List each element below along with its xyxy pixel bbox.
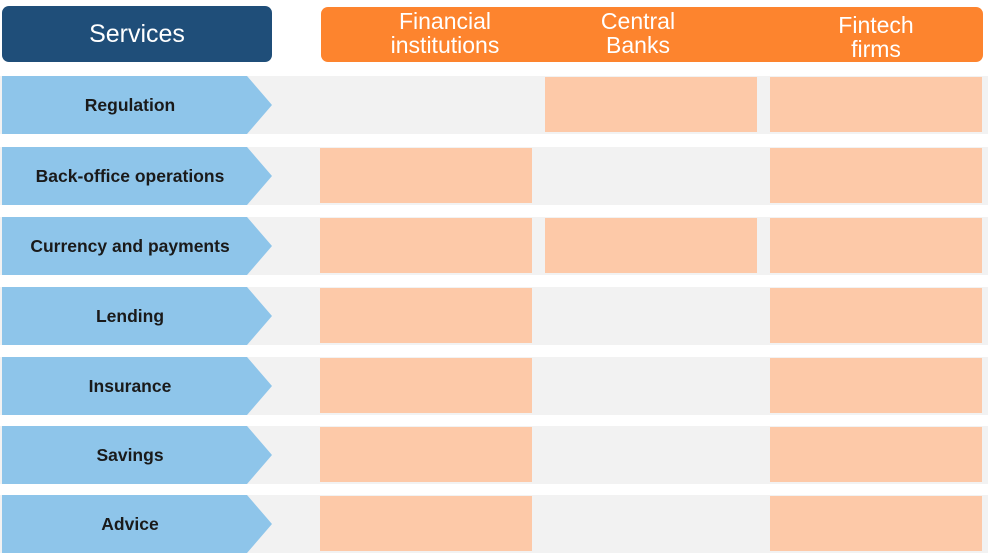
column-header-line1: Fintech (838, 12, 914, 38)
service-row-label: Savings (2, 426, 272, 484)
column-header-line2: institutions (390, 32, 500, 58)
service-label-text: Currency and payments (30, 235, 230, 256)
service-row-label: Insurance (2, 357, 272, 415)
matrix-cell-highlighted (770, 358, 982, 413)
services-header-label: Services (89, 19, 185, 48)
matrix-cell-highlighted (320, 496, 532, 551)
matrix-cell-highlighted (320, 148, 532, 203)
service-label-text: Insurance (88, 375, 172, 396)
column-header-band (321, 7, 983, 62)
matrix-cell-highlighted (545, 77, 757, 132)
services-header: Services (2, 6, 272, 62)
service-row-label: Regulation (2, 76, 272, 134)
service-label-text: Advice (101, 513, 159, 534)
service-row-label: Currency and payments (2, 217, 272, 275)
column-header-financial-institutions: Financial institutions (345, 9, 545, 57)
service-label-text: Back-office operations (35, 165, 225, 186)
matrix-cell-highlighted (320, 358, 532, 413)
column-header-fintech-firms: Fintech firms (776, 13, 976, 61)
column-header-central-banks: Central Banks (538, 9, 738, 57)
service-row-label: Back-office operations (2, 147, 272, 205)
matrix-cell-highlighted (770, 427, 982, 482)
column-header-line1: Financial (398, 8, 492, 34)
matrix-cell-highlighted (320, 218, 532, 273)
matrix-cell-highlighted (770, 148, 982, 203)
column-header-line1: Central (600, 8, 676, 34)
service-label-text: Regulation (84, 94, 176, 115)
matrix-cell-highlighted (770, 496, 982, 551)
matrix-cell-highlighted (545, 218, 757, 273)
service-row-label: Advice (2, 495, 272, 553)
column-header-line2: firms (851, 36, 901, 62)
matrix-cell-highlighted (770, 77, 982, 132)
service-label-text: Lending (95, 305, 165, 326)
matrix-cell-highlighted (770, 218, 982, 273)
matrix-cell-highlighted (770, 288, 982, 343)
service-label-text: Savings (96, 444, 164, 465)
matrix-cell-highlighted (320, 288, 532, 343)
service-row-label: Lending (2, 287, 272, 345)
matrix-cell-highlighted (320, 427, 532, 482)
column-header-line2: Banks (606, 32, 670, 58)
